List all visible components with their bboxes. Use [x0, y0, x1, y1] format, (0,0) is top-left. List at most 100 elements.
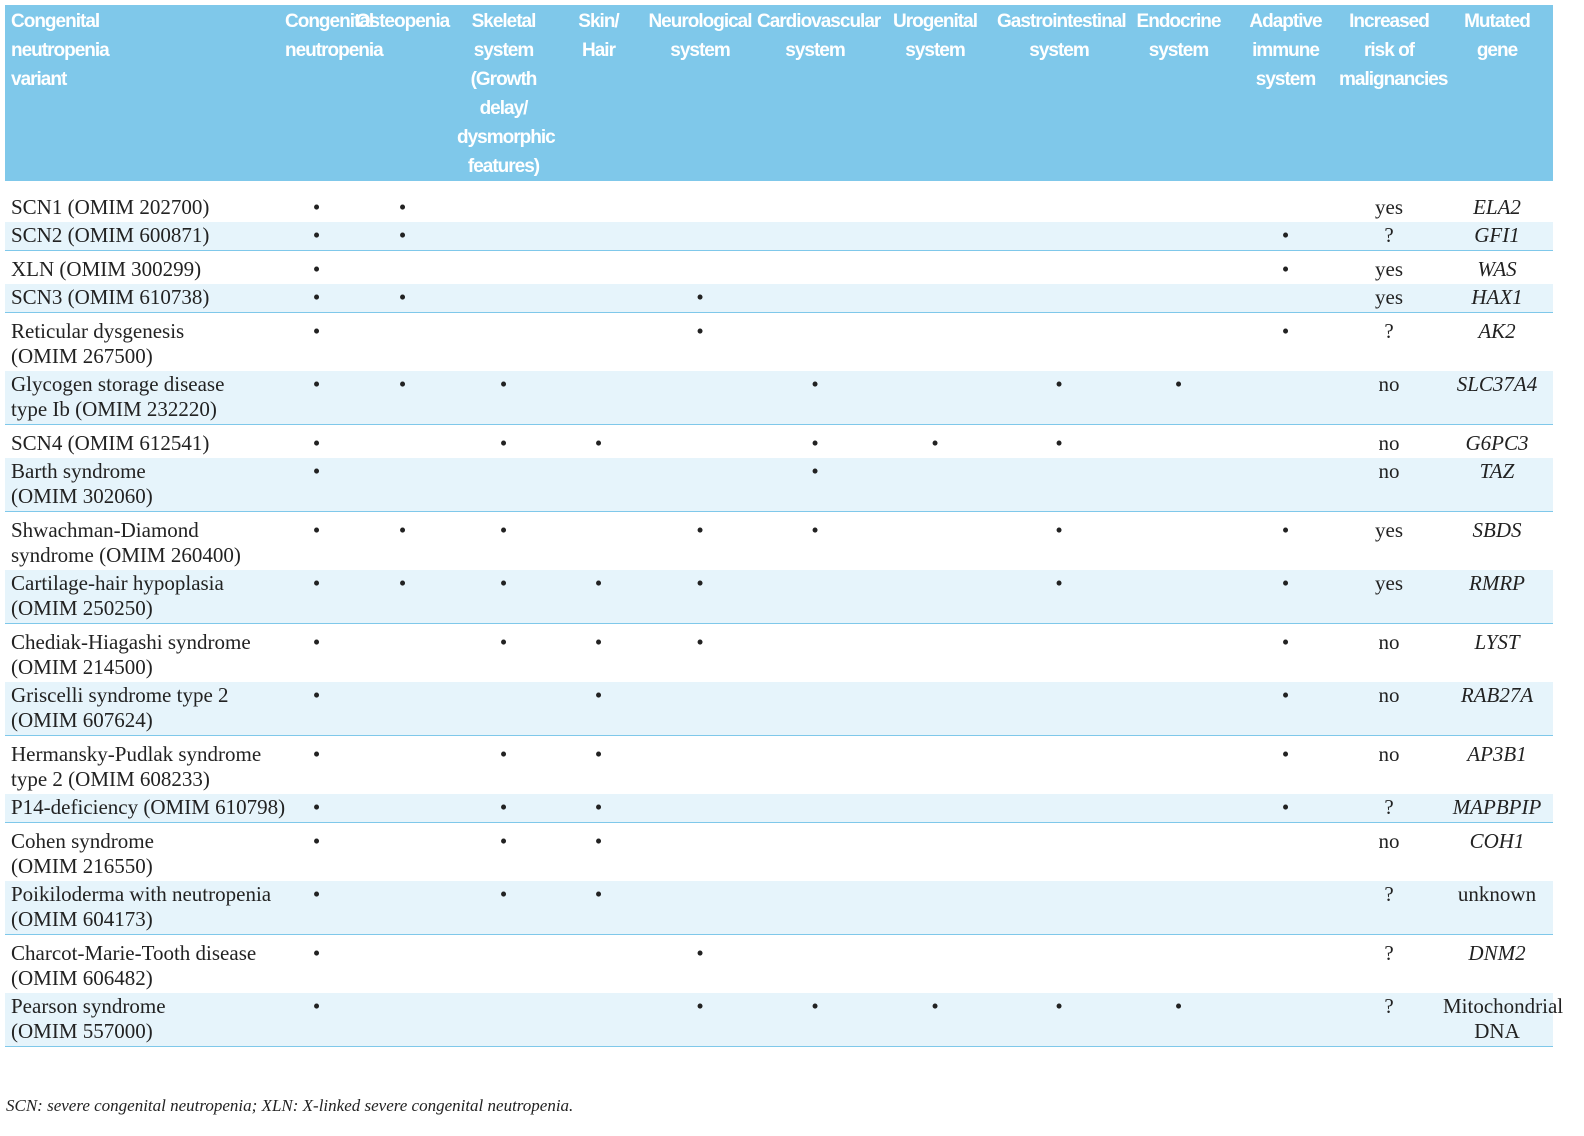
table-cell: • — [645, 284, 755, 313]
text-line: Cardiovascular — [757, 11, 881, 32]
table-cell — [350, 682, 455, 736]
table-cell: ? — [1337, 993, 1441, 1047]
table-row: SCN1 (OMIM 202700) • • yes ELA2 — [5, 181, 1553, 222]
table-row: SCN2 (OMIM 600871) • • •? GFI1 — [5, 222, 1553, 251]
table-cell — [1123, 682, 1234, 736]
table-row: Pearson syndrome (OMIM 557000) • • • • • •? Mito… — [5, 993, 1563, 1047]
text-line: Poikiloderma with neutropenia — [11, 882, 272, 906]
table-cell: • — [283, 284, 350, 313]
table-cell: • — [283, 934, 350, 993]
text-line: Griscelli syndrome type 2 — [11, 683, 229, 707]
table-cell: • — [995, 371, 1123, 425]
text-line: XLN (OMIM 300299) — [11, 257, 202, 281]
table-cell — [350, 458, 455, 512]
table-cell: • — [283, 822, 350, 881]
table-cell — [755, 735, 875, 794]
table-cell: • — [283, 222, 350, 251]
text-line: system — [670, 40, 731, 61]
table-cell: ? — [1337, 312, 1441, 371]
table-cell — [875, 881, 995, 935]
table-cell: • — [455, 371, 552, 425]
table-cell — [350, 623, 455, 682]
table-row: SCN3 (OMIM 610738) • • • yes HAX1 — [5, 284, 1553, 313]
text-line: Barth syndrome — [11, 459, 146, 483]
table-cell: • — [350, 511, 455, 570]
column-header: Mutated gene — [1441, 5, 1553, 181]
table-row: Cohen syndrome (OMIM 216550) • • • no COH1 — [5, 822, 1553, 881]
table-cell: • — [755, 458, 875, 512]
text-line: Cartilage-hair hypoplasia — [11, 571, 224, 595]
table-cell: • — [455, 822, 552, 881]
column-header: Cardiovascular system — [755, 5, 881, 181]
table-cell: • — [1234, 623, 1337, 682]
text-line: syndrome (OMIM 260400) — [11, 543, 241, 567]
table-cell: • — [755, 424, 875, 458]
table-row: SCN4 (OMIM 612541) • • • • • • no G6PC3 — [5, 424, 1553, 458]
text-line: risk of — [1363, 40, 1415, 61]
table-cell: • — [755, 371, 875, 425]
table-cell — [645, 881, 755, 935]
gene-cell: DNM2 — [1441, 934, 1553, 993]
table-cell: • — [645, 312, 755, 371]
table-cell — [755, 682, 875, 736]
text-line: (OMIM 606482) — [11, 966, 153, 990]
table-cell — [995, 458, 1123, 512]
table-cell — [552, 284, 645, 313]
table-cell — [1234, 458, 1337, 512]
text-line: (OMIM 216550) — [11, 854, 153, 878]
table-cell: • — [552, 424, 645, 458]
table-cell — [1123, 735, 1234, 794]
text-line: Adaptive — [1249, 11, 1322, 32]
table-cell — [645, 181, 755, 222]
table-cell: • — [552, 570, 645, 624]
table-cell: yes — [1337, 250, 1441, 284]
table-cell: • — [455, 623, 552, 682]
table-cell: • — [995, 511, 1123, 570]
table-cell: • — [1123, 371, 1234, 425]
table-cell: ? — [1337, 881, 1441, 935]
gene-cell: RMRP — [1441, 570, 1553, 624]
text-line: Gastrointestinal — [997, 11, 1127, 32]
table-cell: • — [350, 570, 455, 624]
table-cell — [755, 250, 875, 284]
table-cell: • — [283, 511, 350, 570]
table-cell — [1123, 881, 1234, 935]
table-cell: • — [645, 511, 755, 570]
gene-cell: SBDS — [1441, 511, 1553, 570]
header-row: Congenital neutropenia variant Congenital ne… — [5, 5, 1553, 181]
table-cell: • — [1234, 250, 1337, 284]
variant-cell: Charcot-Marie-Tooth disease (OMIM 606482) — [5, 934, 283, 993]
table-cell: • — [552, 623, 645, 682]
table-cell — [645, 371, 755, 425]
text-line: (Growth delay/ — [470, 69, 538, 119]
table-cell — [995, 682, 1123, 736]
text-line: features) — [467, 156, 540, 177]
table-cell — [552, 250, 645, 284]
table-cell: • — [875, 424, 995, 458]
table-cell: • — [755, 511, 875, 570]
gene-cell: ELA2 — [1473, 195, 1521, 219]
table-cell: • — [1234, 511, 1337, 570]
text-line: immune — [1252, 40, 1320, 61]
variant-cell: Hermansky-Pudlak syndrome type 2 (OMIM 60… — [5, 735, 283, 794]
table-cell — [455, 222, 552, 251]
table-cell — [1123, 284, 1234, 313]
table-cell: • — [283, 458, 350, 512]
table-cell — [1123, 312, 1234, 371]
table-cell — [995, 735, 1123, 794]
table-cell — [875, 511, 995, 570]
table-cell: yes — [1337, 570, 1441, 624]
text-line: Shwachman-Diamond — [11, 518, 199, 542]
table-cell — [1234, 181, 1337, 222]
text-line: system — [1148, 40, 1210, 61]
table-cell — [350, 934, 455, 993]
table-cell: • — [283, 794, 350, 823]
table-cell — [875, 822, 995, 881]
table-cell — [455, 181, 552, 222]
table-body: SCN1 (OMIM 202700) • • yes ELA2 SCN2 (OMIM 60… — [5, 181, 1563, 1047]
table-cell — [1234, 881, 1337, 935]
text-line: variant — [11, 69, 67, 90]
table-cell — [875, 284, 995, 313]
text-line: Osteopenia — [355, 11, 450, 32]
variant-cell: Shwachman-Diamond syndrome (OMIM 260400) — [5, 511, 283, 570]
